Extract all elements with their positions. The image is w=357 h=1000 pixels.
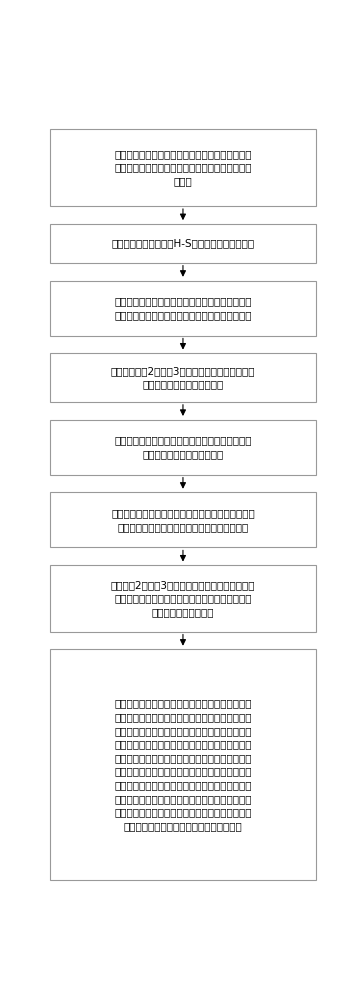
Text: 根据所有历史数据的最大能量值构建样本集，并对
样本集进行分类，构建分类器: 根据所有历史数据的最大能量值构建样本集，并对 样本集进行分类，构建分类器: [114, 435, 252, 459]
Bar: [50, 492, 316, 547]
Bar: [50, 353, 316, 402]
Bar: [50, 565, 316, 632]
Bar: [50, 420, 316, 475]
Bar: [50, 224, 316, 263]
Text: 反复执行步骤2至步骤3直至获得全部历史数据的能
量值最大值及对应信号频率值: 反复执行步骤2至步骤3直至获得全部历史数据的能 量值最大值及对应信号频率值: [111, 366, 255, 389]
Text: 若被测变电站电缆的干扰电压信号为短路故障干扰
电压信号或开关操作干扰电压信号，则计算机显示
结果；若被测变电站电缆的干扰电压信号为感应雷
击干扰电压信号，则计算: 若被测变电站电缆的干扰电压信号为短路故障干扰 电压信号或开关操作干扰电压信号，则…: [114, 699, 252, 831]
Bar: [50, 129, 316, 206]
Text: 重复步骤2至步骤3，获得采集干扰电压信号的能量
值最大值和对应的信号频率值，并将上述值送入构
建的分类器中进行分类: 重复步骤2至步骤3，获得采集干扰电压信号的能量 值最大值和对应的信号频率值，并将…: [111, 580, 255, 617]
Text: 对采集的历史数据进行H-S转换，建立模时频矩阵: 对采集的历史数据进行H-S转换，建立模时频矩阵: [111, 238, 255, 248]
Text: 采集大量历史数据，包括变电站电缆的雷击干扰电
压信号、短路故障干扰电压信号和开关操作干扰电
压信号: 采集大量历史数据，包括变电站电缆的雷击干扰电 压信号、短路故障干扰电压信号和开关…: [114, 149, 252, 186]
Bar: [50, 281, 316, 336]
Text: 当被测变电站二次电缆电压信号超过设定电压值时，
采集被测变电站电缆多个周期内的干扰电压信号: 当被测变电站二次电缆电压信号超过设定电压值时， 采集被测变电站电缆多个周期内的干…: [111, 508, 255, 532]
Text: 计算模时频矩阵每行数据的能量值，通过比较确定
能量值最大值并确定该行数据所对应的信号频率值: 计算模时频矩阵每行数据的能量值，通过比较确定 能量值最大值并确定该行数据所对应的…: [114, 296, 252, 320]
Bar: [50, 649, 316, 880]
